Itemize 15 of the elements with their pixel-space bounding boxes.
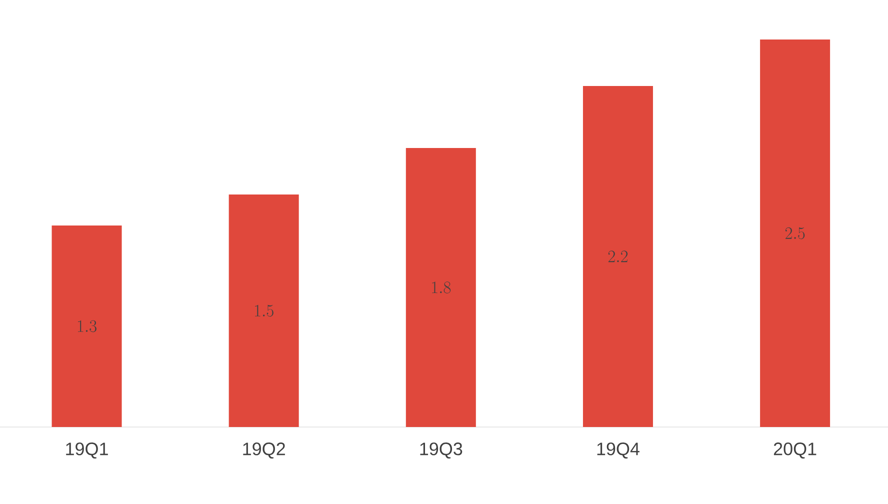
data-label: 1 .5 <box>255 304 274 317</box>
bar <box>406 148 476 427</box>
x-tick-label: 19Q1 <box>66 442 108 459</box>
bar <box>52 226 122 427</box>
data-label: 1 .8 <box>432 282 451 294</box>
bar <box>582 86 653 427</box>
data-label: 1 .3 <box>78 320 96 332</box>
x-tick-label: 19Q2 <box>243 442 285 459</box>
bar <box>760 40 830 427</box>
bar <box>228 194 299 427</box>
data-label: 2.2 <box>608 250 628 262</box>
x-tick-label: 19Q3 <box>420 442 462 459</box>
data-label: 2.5 <box>785 227 805 240</box>
x-tick-label: 20Q1 <box>774 442 816 459</box>
x-tick-label: 19Q4 <box>597 442 640 459</box>
